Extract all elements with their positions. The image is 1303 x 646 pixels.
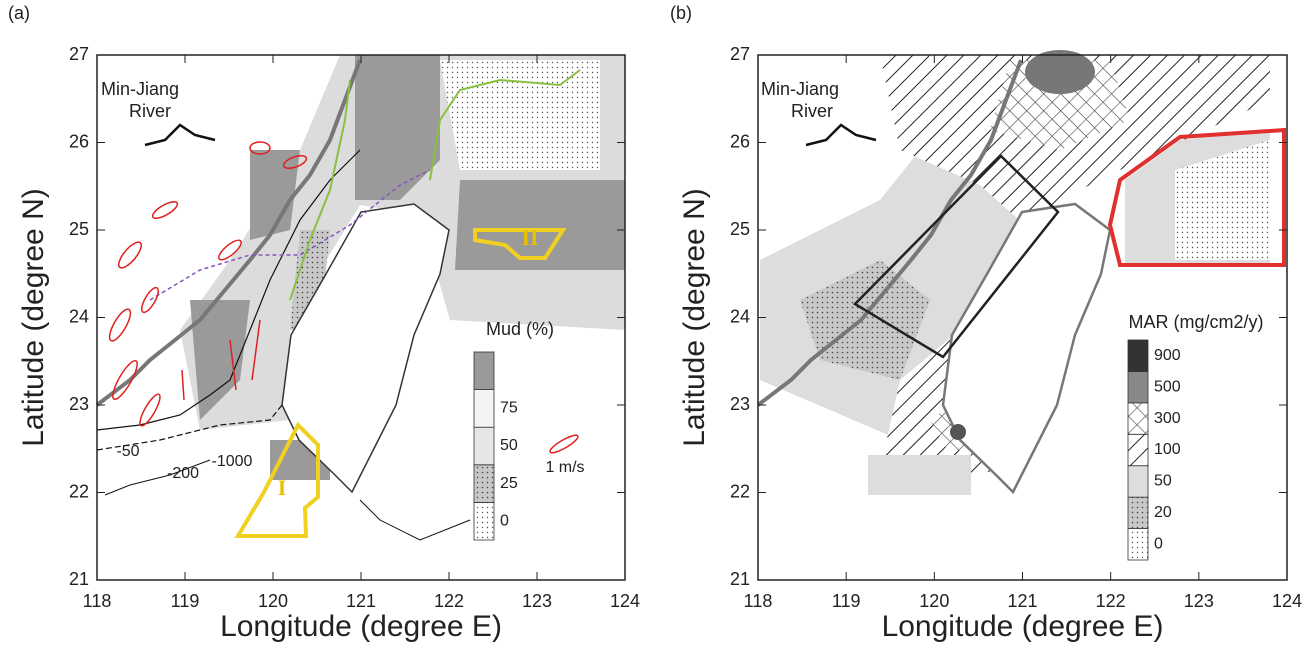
- legend-swatch: [1128, 529, 1148, 560]
- legend-label: 50: [500, 437, 518, 454]
- x-axis-title: Longitude (degree E): [882, 610, 1164, 643]
- panel-label: (a): [8, 3, 30, 23]
- x-tick-label: 119: [832, 591, 861, 611]
- legend-label: 25: [500, 475, 518, 492]
- legend-label: 500: [1154, 378, 1181, 395]
- legend-swatch: [1128, 371, 1148, 402]
- legend-swatch: [1128, 434, 1148, 465]
- contour-label: -50: [116, 443, 139, 460]
- place-label: Min-Jiang: [761, 79, 839, 99]
- contour-label: -1000: [212, 453, 253, 470]
- legend-label: 0: [1154, 536, 1163, 553]
- legend-swatch: [474, 352, 494, 390]
- x-tick-label: 124: [610, 591, 640, 611]
- x-tick-label: 120: [258, 591, 288, 611]
- y-tick-label: 27: [730, 44, 750, 64]
- y-tick-label: 23: [730, 394, 750, 414]
- y-tick-label: 25: [69, 219, 89, 239]
- x-tick-label: 121: [1007, 591, 1037, 611]
- y-tick-label: 27: [69, 44, 89, 64]
- region-label: I: [278, 475, 287, 500]
- legend-swatch: [1128, 403, 1148, 434]
- x-tick-label: 122: [1096, 591, 1126, 611]
- legend-label: 900: [1154, 347, 1181, 364]
- legend-swatch: [1128, 340, 1148, 371]
- region-label: II: [521, 225, 538, 250]
- place-label: River: [791, 101, 833, 121]
- y-tick-label: 26: [69, 131, 89, 151]
- y-tick-label: 23: [69, 394, 89, 414]
- legend-swatch: [474, 465, 494, 503]
- legend-label: 75: [500, 400, 518, 417]
- legend-label: 0: [500, 512, 509, 529]
- x-tick-label: 124: [1272, 591, 1302, 611]
- place-label: River: [129, 101, 171, 121]
- x-tick-label: 119: [171, 591, 200, 611]
- y-axis-title: Latitude (degree N): [17, 188, 50, 447]
- legend-label: 20: [1154, 504, 1172, 521]
- legend-swatch: [1128, 497, 1148, 528]
- map-b: [758, 50, 1284, 495]
- y-tick-label: 25: [730, 219, 750, 239]
- legend-title: MAR (mg/cm2/y): [1129, 312, 1264, 332]
- y-tick-label: 22: [69, 481, 89, 501]
- legend-label: 300: [1154, 410, 1181, 427]
- y-tick-label: 24: [69, 306, 89, 326]
- x-axis-title: Longitude (degree E): [220, 610, 502, 643]
- legend-swatch: [1128, 466, 1148, 497]
- panel-label: (b): [670, 3, 692, 23]
- x-tick-label: 123: [1184, 591, 1214, 611]
- x-tick-label: 123: [522, 591, 552, 611]
- y-tick-label: 22: [730, 481, 750, 501]
- y-tick-label: 26: [730, 131, 750, 151]
- contour-label: -200: [167, 465, 199, 482]
- x-tick-label: 118: [744, 591, 773, 611]
- legend-swatch: [474, 390, 494, 428]
- place-label: Min-Jiang: [101, 79, 179, 99]
- y-tick-label: 24: [730, 306, 750, 326]
- x-tick-label: 122: [434, 591, 464, 611]
- y-tick-label: 21: [69, 569, 89, 589]
- legend-label: 100: [1154, 441, 1181, 458]
- x-tick-label: 120: [919, 591, 949, 611]
- x-tick-label: 121: [346, 591, 376, 611]
- y-axis-title: Latitude (degree N): [678, 188, 711, 447]
- vector-scale-label: 1 m/s: [545, 459, 584, 476]
- x-tick-label: 118: [83, 591, 112, 611]
- legend-title: Mud (%): [486, 319, 554, 339]
- legend-swatch: [474, 502, 494, 540]
- legend-label: 50: [1154, 473, 1172, 490]
- figure: 118 119 120 121 122 123 124 21 22 23 24 25 26 27 Longi…: [0, 0, 1303, 646]
- legend-swatch: [474, 427, 494, 465]
- y-tick-label: 21: [730, 569, 750, 589]
